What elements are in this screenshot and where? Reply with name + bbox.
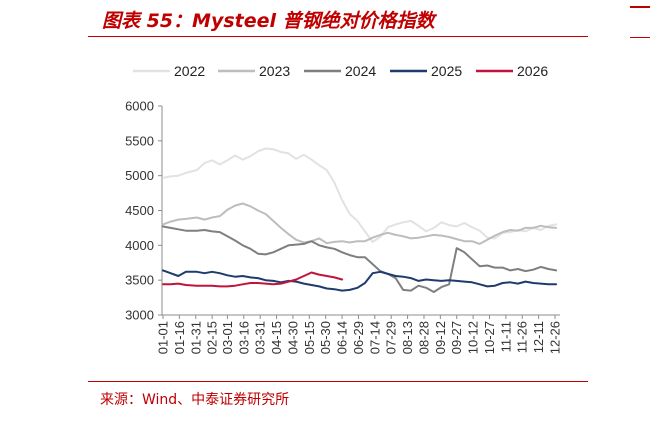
series-line-2024: [162, 225, 558, 293]
y-tick-label: 5000: [125, 168, 154, 183]
series-line-2022: [162, 147, 558, 243]
x-tick-label: 06-14: [335, 321, 350, 354]
x-tick-label: 05-30: [318, 321, 333, 354]
plot-series: [162, 147, 558, 293]
series-line-2025: [162, 269, 558, 292]
y-tick-label: 5500: [125, 133, 154, 148]
x-tick-label: 09-27: [449, 321, 464, 354]
legend-label-2026: 2026: [517, 63, 548, 79]
x-tick-label: 09-12: [433, 321, 448, 354]
legend-label-2023: 2023: [259, 63, 290, 79]
x-tick-label: 05-15: [302, 321, 317, 354]
x-axis: 01-01 01-16 01-31 02-15 03-01 03-16 03-31 04-15…: [156, 314, 563, 354]
adjacent-panel-rule-top: [630, 6, 650, 8]
x-tick-label: 12-11: [531, 321, 546, 353]
x-tick-label: 08-13: [400, 321, 415, 354]
legend-label-2022: 2022: [174, 63, 205, 79]
series-line-2026: [162, 271, 344, 288]
x-tick-label: 04-15: [269, 321, 284, 354]
legend-label-2025: 2025: [431, 63, 462, 79]
source-divider: [88, 381, 588, 382]
chart-legend: 2022 2023 2024 2025 2026: [133, 63, 548, 79]
x-tick-label: 03-31: [253, 321, 268, 354]
x-tick-label: 02-15: [205, 321, 220, 354]
x-tick-label: 01-16: [172, 321, 187, 354]
y-axis: 3000 3500 4000 4500 5000 5500 6000: [125, 99, 163, 323]
x-tick-label: 06-29: [351, 321, 366, 354]
x-tick-label: 04-30: [285, 321, 300, 354]
x-tick-label: 01-31: [188, 321, 203, 354]
adjacent-panel-rule: [630, 37, 650, 38]
title-divider: [88, 36, 588, 37]
y-tick-label: 6000: [125, 99, 154, 114]
x-tick-label: 03-16: [236, 321, 251, 354]
x-tick-label: 07-29: [384, 321, 399, 354]
legend-label-2024: 2024: [345, 63, 376, 79]
x-tick-label: 11-26: [515, 321, 530, 353]
x-tick-label: 03-01: [220, 321, 235, 354]
x-tick-label: 10-27: [482, 321, 497, 354]
x-tick-label: 01-01: [156, 321, 171, 354]
x-tick-label: 11-11: [498, 321, 513, 352]
x-tick-label: 12-26: [548, 321, 563, 354]
x-tick-label: 10-12: [466, 321, 481, 354]
x-tick-label: 08-28: [416, 321, 431, 354]
y-tick-label: 3000: [125, 308, 154, 323]
x-tick-label: 07-14: [367, 321, 382, 354]
y-tick-label: 4500: [125, 203, 154, 218]
figure-title: 图表 55：Mysteel 普钢绝对价格指数: [102, 10, 435, 32]
y-tick-label: 3500: [125, 273, 154, 288]
y-tick-label: 4000: [125, 238, 154, 253]
series-line-2023: [162, 202, 558, 245]
source-note: 来源：Wind、中泰证券研究所: [100, 392, 290, 408]
